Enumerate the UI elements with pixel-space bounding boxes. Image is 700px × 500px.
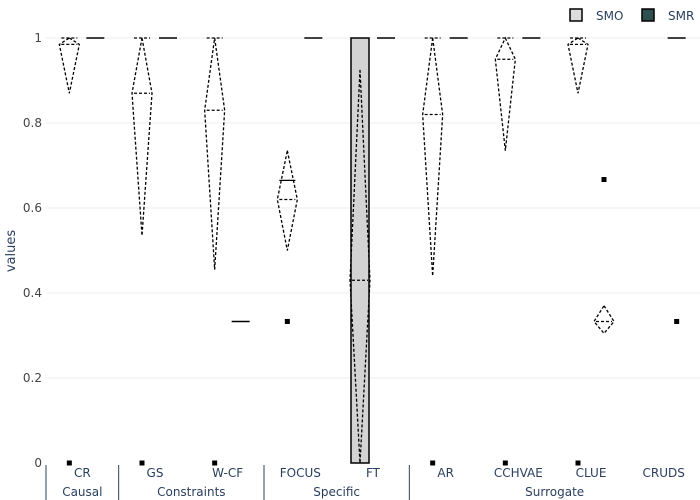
outlier-SMO-FOCUS bbox=[284, 318, 290, 324]
violin-SMO-W-CF bbox=[204, 37, 226, 270]
group-label-Constraints: Constraints bbox=[157, 485, 225, 499]
legend-swatch-SMO bbox=[569, 8, 583, 22]
violin-SMO-CLUE bbox=[567, 37, 589, 94]
x-tick-label-AR: AR bbox=[437, 466, 454, 480]
y-tick-label: 0.4 bbox=[23, 286, 42, 300]
x-tick-label-FT: FT bbox=[366, 466, 381, 480]
violin-SMO-CR bbox=[58, 37, 81, 94]
y-tick-label: 0.8 bbox=[23, 116, 42, 130]
violin-box-FT bbox=[350, 37, 370, 464]
y-axis-ticks: 0 0.2 0.4 0.6 0.8 1 bbox=[23, 31, 42, 470]
y-tick-label: 0.6 bbox=[23, 201, 42, 215]
y-axis-label: values bbox=[4, 230, 19, 273]
legend-item-SMR[interactable]: SMR bbox=[641, 8, 694, 23]
y-tick-label: 1 bbox=[34, 31, 42, 45]
x-tick-label-GS: GS bbox=[147, 466, 164, 480]
outlier-SMO-GS bbox=[139, 460, 145, 466]
legend-item-SMO[interactable]: SMO bbox=[569, 8, 623, 23]
y-tick-label: 0 bbox=[34, 456, 42, 470]
outlier-SMO-CCHVAE bbox=[502, 460, 508, 466]
outlier-SMO-CLUE bbox=[575, 460, 581, 466]
x-axis: CR GS W-CF FOCUS FT AR CCHVAE CLUE CRUDS Causal Co… bbox=[45, 465, 685, 500]
group-label-Causal: Causal bbox=[62, 485, 102, 499]
violin-SMR-CLUE bbox=[593, 304, 615, 335]
violin-SMO-FT bbox=[349, 69, 371, 464]
outlier-SMR-CRUDS bbox=[674, 318, 680, 324]
y-tick-label: 0.2 bbox=[23, 371, 42, 385]
legend-label-SMO: SMO bbox=[596, 9, 623, 23]
outlier-SMO-AR bbox=[430, 460, 436, 466]
violin-SMO-CCHVAE bbox=[494, 36, 516, 151]
x-tick-label-CLUE: CLUE bbox=[576, 466, 607, 480]
legend-label-SMR: SMR bbox=[668, 9, 694, 23]
group-label-Specific: Specific bbox=[313, 485, 360, 499]
outlier-SMO-W-CF bbox=[212, 460, 218, 466]
violin-SMO-GS bbox=[131, 37, 153, 236]
violins bbox=[58, 36, 686, 466]
group-label-Surrogate: Surrogate bbox=[525, 485, 584, 499]
x-tick-label-W-CF: W-CF bbox=[212, 466, 243, 480]
outlier-SMO-CR bbox=[66, 460, 72, 466]
legend-swatch-SMR bbox=[641, 8, 655, 22]
outlier-SMR-CLUE bbox=[601, 177, 607, 183]
violin-SMO-AR bbox=[422, 37, 444, 277]
x-tick-label-FOCUS: FOCUS bbox=[280, 466, 321, 480]
gridlines bbox=[46, 37, 700, 379]
violin-SMO-FOCUS bbox=[276, 150, 298, 251]
x-tick-label-CR: CR bbox=[74, 466, 91, 480]
x-tick-label-CRUDS: CRUDS bbox=[642, 466, 684, 480]
legend[interactable]: SMO SMR bbox=[569, 8, 694, 23]
x-tick-label-CCHVAE: CCHVAE bbox=[494, 466, 543, 480]
